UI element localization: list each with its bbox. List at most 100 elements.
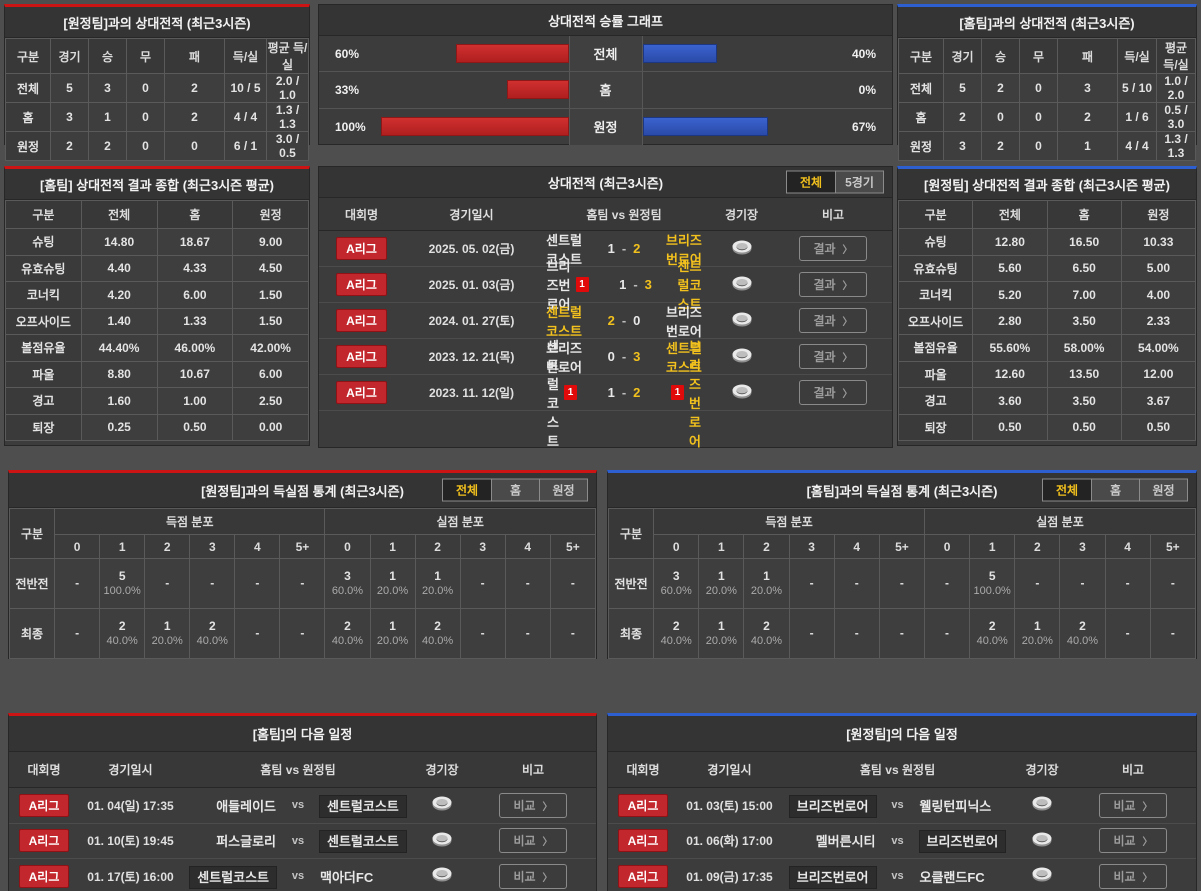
header-teams: 홈팀 vs 원정팀 (260, 763, 336, 777)
stadium-icon[interactable] (430, 831, 454, 851)
home-team-wrap: 멜버른시티 (781, 831, 876, 850)
score-dash: - (621, 385, 627, 400)
cell: 2 (164, 73, 225, 103)
header-teams: 홈팀 vs 원정팀 (859, 763, 936, 777)
table-row: 파울 12.60 13.50 12.00 (897, 360, 1197, 388)
compare-button[interactable]: 비교 〉 (499, 828, 567, 854)
h2h-tabs: 전체 5경기 (786, 170, 884, 194)
cell: - (1059, 558, 1106, 609)
cell: 0.50 (1120, 413, 1197, 441)
home-score: 0 (607, 349, 615, 364)
row-label: 유효슈팅 (5, 254, 82, 282)
stadium-icon[interactable] (430, 795, 454, 815)
goals-right-tabs: 전체 홈 원정 (1042, 478, 1188, 502)
chevron-right-icon: 〉 (1142, 837, 1153, 849)
panel-title: [원정팀]과의 득실점 통계 (최근3시즌) 전체 홈 원정 (9, 473, 596, 508)
teams-cell: 센트럴코스트 vs 맥아더FC (182, 865, 414, 889)
tab-5games[interactable]: 5경기 (835, 171, 883, 193)
home-team-name: 애들레이드 (216, 798, 276, 814)
header-cell: 경기 (943, 38, 982, 74)
tab-all[interactable]: 전체 (1043, 479, 1091, 501)
header-row: 구분 경기 승 무 패 득/실 평균 득/실 (5, 38, 309, 74)
header-cell: 2 (1014, 534, 1061, 559)
result-button[interactable]: 결과 〉 (799, 236, 867, 261)
cell: 42.00% (232, 334, 309, 362)
cell: - (788, 558, 835, 609)
match-date: 01. 10(토) 19:45 (87, 834, 174, 849)
header-cell: 평균 득/실 (266, 38, 309, 74)
result-button[interactable]: 결과 〉 (799, 308, 867, 333)
cell: - (1104, 558, 1151, 609)
tab-all[interactable]: 전체 (787, 171, 835, 193)
away-score: 3 (644, 277, 652, 292)
compare-button[interactable]: 비교 〉 (1099, 863, 1167, 889)
row-label: 퇴장 (5, 413, 82, 441)
table-row: 퇴장 0.25 0.50 0.00 (5, 413, 309, 441)
tab-all[interactable]: 전체 (443, 479, 491, 501)
home-team-name: 센트럴코스트 (546, 232, 582, 267)
stadium-icon[interactable] (1030, 831, 1054, 851)
tab-home[interactable]: 홈 (1091, 479, 1139, 501)
header-cell: 홈 (156, 200, 234, 229)
away-team-name: 브리즈번로어 (666, 304, 702, 339)
stadium-icon[interactable] (1030, 866, 1054, 886)
result-button[interactable]: 결과 〉 (799, 380, 867, 405)
tab-away[interactable]: 원정 (1139, 479, 1187, 501)
cell: 0 (126, 102, 165, 132)
match-date: 2023. 12. 21(목) (428, 350, 515, 364)
match-date: 2025. 01. 03(금) (428, 278, 515, 292)
stadium-icon[interactable] (730, 347, 754, 367)
compare-button[interactable]: 비교 〉 (499, 792, 567, 818)
stadium-cell (1014, 866, 1070, 886)
home-team-name: 센트럴코스트 (189, 865, 277, 889)
panel-home-summary: [홈팀] 상대전적 결과 종합 (최근3시즌 평균) 구분 전체 홈 원정 슈팅… (4, 166, 310, 446)
stadium-icon[interactable] (730, 311, 754, 331)
cell: 58.00% (1046, 334, 1122, 362)
stadium-icon[interactable] (730, 239, 754, 259)
teams-cell: 멜버른시티 vs 브리즈번로어 (781, 830, 1014, 854)
cell: - (1149, 558, 1197, 609)
home-score: 1 (607, 385, 615, 400)
table-row: 코너킥 5.20 7.00 4.00 (897, 281, 1197, 309)
stadium-icon[interactable] (730, 383, 754, 403)
cell: 2.50 (232, 387, 309, 415)
cell: 14.80 (80, 228, 158, 256)
home-team-name: 센트럴코스트 (547, 338, 559, 449)
header-cell: 5+ (1149, 534, 1197, 559)
header-cell: 무 (126, 38, 165, 74)
tab-away[interactable]: 원정 (539, 479, 587, 501)
header-cell: 패 (164, 38, 225, 74)
teams-cell: 브리즈번로어 vs 오클랜드FC (781, 865, 1014, 889)
header-cell: 홈 (1046, 200, 1122, 229)
stadium-icon[interactable] (1030, 795, 1054, 815)
compare-button[interactable]: 비교 〉 (1099, 792, 1167, 818)
league-badge: A리그 (18, 793, 70, 817)
cell: - (549, 558, 597, 609)
panel-home-h2h-record: [홈팀]과의 상대전적 (최근3시즌) 구분 경기 승 무 패 득/실 평균 득… (897, 4, 1197, 161)
stadium-icon[interactable] (430, 866, 454, 886)
cell: 3 60.0% (324, 558, 371, 609)
cell: - (54, 608, 101, 659)
right-bar (642, 117, 768, 137)
table-row: 퇴장 0.50 0.50 0.50 (897, 413, 1197, 441)
cell: 1.60 (80, 387, 158, 415)
teams-cell: 브리즈번로어 1 1 - 3 1 센트럴코스트 (539, 256, 709, 313)
tab-home[interactable]: 홈 (491, 479, 539, 501)
cell: 5 (50, 73, 89, 103)
score: 1 - 2 (582, 385, 666, 400)
home-team-name: 멜버른시티 (815, 834, 876, 850)
score-dash: - (621, 313, 627, 328)
chevron-right-icon: 〉 (1142, 872, 1153, 884)
header-cell: 1 (969, 534, 1016, 559)
result-button[interactable]: 결과 〉 (799, 272, 867, 297)
result-button[interactable]: 결과 〉 (799, 344, 867, 369)
header-row: 구분 전체 홈 원정 (5, 200, 309, 229)
compare-button[interactable]: 비교 〉 (499, 863, 567, 889)
cell: 4.33 (156, 254, 234, 282)
compare-button[interactable]: 비교 〉 (1099, 828, 1167, 854)
cell: 4 / 4 (1117, 131, 1157, 161)
cell: 3 (50, 102, 89, 132)
stadium-icon[interactable] (730, 275, 754, 295)
cell: 9.00 (232, 228, 309, 256)
league-cell: A리그 (319, 381, 404, 404)
